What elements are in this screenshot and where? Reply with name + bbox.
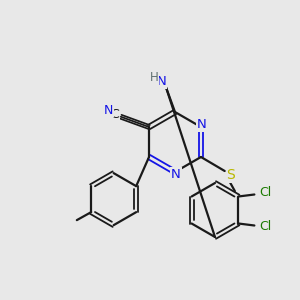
Text: S: S: [226, 168, 235, 182]
Text: C: C: [110, 108, 119, 121]
Text: N: N: [197, 118, 207, 131]
Text: N: N: [157, 75, 166, 88]
Text: Cl: Cl: [259, 186, 272, 199]
Text: N: N: [104, 104, 113, 117]
Text: N: N: [171, 167, 181, 181]
Text: H: H: [149, 71, 158, 84]
Text: Cl: Cl: [259, 220, 272, 233]
